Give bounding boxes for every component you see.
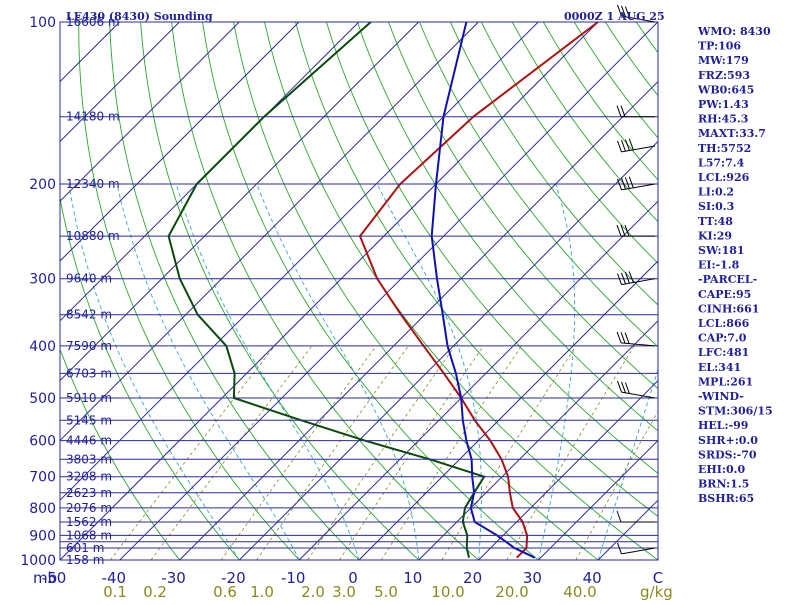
stability-index: LI:0.2 xyxy=(698,186,734,199)
axis-unit-gkg: g/kg xyxy=(640,583,673,600)
stability-index: -PARCEL- xyxy=(698,273,757,286)
stability-index: HEL:-99 xyxy=(698,419,748,432)
mixing-ratio-tick: 0.2 xyxy=(143,583,167,600)
stability-index: EL:341 xyxy=(698,361,741,374)
pressure-label: 400 xyxy=(29,339,56,355)
pressure-label: 500 xyxy=(29,391,56,407)
stability-index: STM:306/15 xyxy=(698,405,773,418)
station-title: LE430 (8430) Sounding xyxy=(66,10,213,23)
pressure-label: 700 xyxy=(29,470,56,486)
pressure-label: 600 xyxy=(29,434,56,450)
stability-index: BSHR:65 xyxy=(698,492,754,505)
stability-index: EI:-1.8 xyxy=(698,259,740,272)
pressure-label: 200 xyxy=(29,177,56,193)
stability-index: SHR+:0.0 xyxy=(698,434,758,447)
mixing-ratio-tick: 40.0 xyxy=(563,583,596,600)
height-label: 9640 m xyxy=(66,272,112,286)
stability-index: MAXT:33.7 xyxy=(698,127,766,140)
stability-index: FRZ:593 xyxy=(698,69,750,82)
height-label: 5145 m xyxy=(66,413,112,427)
stability-index: EHI:0.0 xyxy=(698,463,745,476)
height-label: 12340 m xyxy=(66,177,120,191)
stability-index: MPL:261 xyxy=(698,375,753,388)
pressure-label: 800 xyxy=(29,501,56,517)
stability-index: SW:181 xyxy=(698,244,745,257)
stability-index: -WIND- xyxy=(698,390,744,403)
temperature-tick: -50 xyxy=(42,569,67,587)
stability-index: CINH:661 xyxy=(698,302,759,315)
stability-index: PW:1.43 xyxy=(698,98,749,111)
mixing-ratio-tick: 3.0 xyxy=(332,583,356,600)
stability-index: CAPE:95 xyxy=(698,288,751,301)
pressure-label: 300 xyxy=(29,272,56,288)
mixing-ratio-tick: 0.6 xyxy=(213,583,237,600)
stability-index: WB0:645 xyxy=(697,83,754,96)
height-label: 14180 m xyxy=(66,110,120,124)
height-label: 3803 m xyxy=(66,452,112,466)
stability-index: SI:0.3 xyxy=(698,200,734,213)
stability-index: TH:5752 xyxy=(698,142,751,155)
height-label: 2623 m xyxy=(66,486,112,500)
mixing-ratio-tick: 5.0 xyxy=(374,583,398,600)
pressure-label: 900 xyxy=(29,528,56,544)
height-label: 10880 m xyxy=(66,229,120,243)
height-label: 2076 m xyxy=(66,501,112,515)
height-label: 8542 m xyxy=(66,308,112,322)
stability-index: TT:48 xyxy=(698,215,733,228)
height-label: 3208 m xyxy=(66,470,112,484)
stability-index: CAP:7.0 xyxy=(698,332,747,345)
pressure-label: 100 xyxy=(29,15,56,31)
temperature-tick: 10 xyxy=(403,569,422,587)
stability-index: TP:106 xyxy=(698,40,741,53)
mixing-ratio-tick: 10.0 xyxy=(431,583,464,600)
height-label: 7590 m xyxy=(66,339,112,353)
stability-index: KI:29 xyxy=(698,229,732,242)
height-label: 1562 m xyxy=(66,515,112,529)
stability-index: BRN:1.5 xyxy=(698,478,749,491)
stability-index: WMO: 8430 xyxy=(697,25,771,38)
mixing-ratio-tick: 20.0 xyxy=(495,583,528,600)
stability-index: LCL:926 xyxy=(698,171,750,184)
height-label: 158 m xyxy=(66,553,104,567)
stability-index: L57:7.4 xyxy=(698,156,745,169)
mixing-ratio-tick: 2.0 xyxy=(301,583,325,600)
height-label: 4446 m xyxy=(66,434,112,448)
height-label: 6703 m xyxy=(66,366,112,380)
stability-index: MW:179 xyxy=(698,54,749,67)
mixing-ratio-tick: 0.1 xyxy=(103,583,127,600)
stability-index: RH:45.3 xyxy=(698,113,748,126)
valid-time: 0000Z 1 AUG 25 xyxy=(564,10,665,23)
mixing-ratio-tick: 1.0 xyxy=(250,583,274,600)
height-label: 5910 m xyxy=(66,391,112,405)
pressure-label: 1000 xyxy=(20,553,56,569)
stability-index: LFC:481 xyxy=(698,346,749,359)
temperature-tick: 20 xyxy=(463,569,482,587)
stability-index: LCL:866 xyxy=(698,317,750,330)
stability-index: SRDS:-70 xyxy=(698,448,757,461)
